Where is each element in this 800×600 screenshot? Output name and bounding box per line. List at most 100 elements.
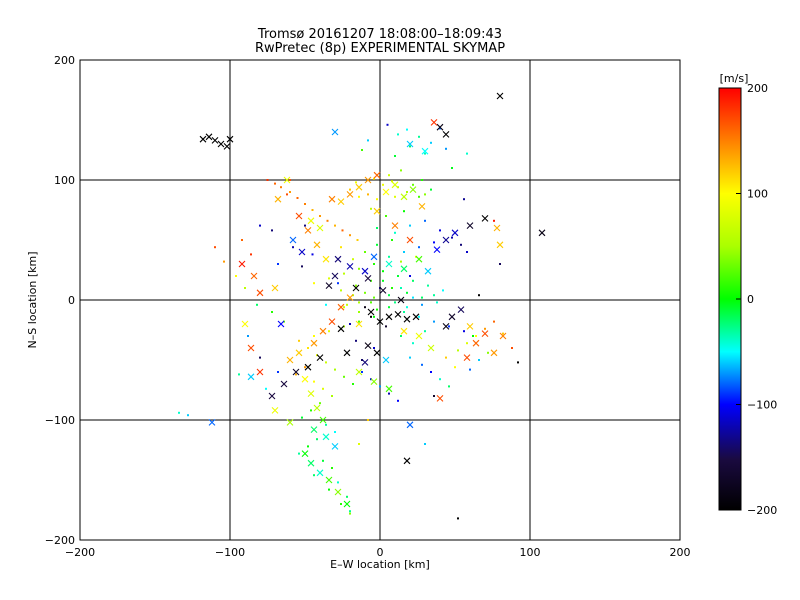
scatter-dot bbox=[424, 443, 426, 445]
scatter-dot bbox=[400, 260, 402, 263]
colorbar-label: [m/s] bbox=[720, 72, 749, 85]
scatter-dot bbox=[370, 301, 372, 304]
scatter-dot bbox=[316, 438, 318, 441]
scatter-dot bbox=[484, 327, 486, 330]
scatter-dot bbox=[400, 169, 402, 172]
scatter-cross bbox=[406, 140, 414, 148]
scatter-cross bbox=[301, 375, 309, 383]
scatter-cross bbox=[304, 227, 312, 234]
scatter-dot bbox=[391, 287, 393, 289]
scatter-cross bbox=[385, 385, 393, 393]
scatter-dot bbox=[376, 308, 378, 311]
scatter-cross bbox=[373, 349, 381, 357]
scatter-cross bbox=[364, 275, 372, 282]
scatter-dot bbox=[463, 198, 465, 201]
scatter-cross bbox=[370, 378, 378, 385]
scatter-dot bbox=[280, 186, 282, 189]
scatter-cross bbox=[406, 236, 414, 244]
scatter-dot bbox=[388, 392, 390, 395]
y-tick-labels: −200 −100 0 100 200 bbox=[45, 54, 75, 547]
scatter-dot bbox=[346, 495, 348, 498]
scatter-dot bbox=[364, 291, 366, 294]
scatter-dot bbox=[502, 332, 504, 335]
scatter-dot bbox=[418, 315, 420, 318]
scatter-cross bbox=[274, 195, 282, 203]
scatter-cross bbox=[343, 349, 351, 357]
scatter-cross bbox=[226, 135, 234, 143]
scatter-cross bbox=[424, 267, 432, 275]
scatter-dot bbox=[361, 149, 363, 151]
scatter-dot bbox=[445, 356, 447, 359]
scatter-cross bbox=[442, 236, 450, 244]
scatter-dot bbox=[400, 287, 402, 289]
scatter-cross bbox=[364, 342, 372, 349]
scatter-dot bbox=[271, 229, 273, 232]
scatter-dot bbox=[418, 195, 420, 198]
scatter-cross bbox=[331, 443, 339, 450]
scatter-dot bbox=[331, 395, 333, 397]
data-points bbox=[178, 92, 546, 520]
scatter-dot bbox=[412, 342, 414, 345]
scatter-dot bbox=[310, 409, 312, 412]
scatter-cross bbox=[223, 143, 231, 150]
scatter-cross bbox=[346, 294, 354, 301]
scatter-cross bbox=[319, 327, 327, 335]
y-axis-label: N–S location [km] bbox=[26, 251, 39, 348]
scatter-dot bbox=[325, 361, 327, 364]
scatter-dot bbox=[421, 303, 423, 306]
scatter-dot bbox=[326, 219, 329, 222]
scatter-cross bbox=[433, 246, 441, 253]
scatter-cross bbox=[334, 255, 342, 263]
scatter-dot bbox=[343, 375, 345, 378]
scatter-dot bbox=[439, 229, 441, 232]
scatter-dot bbox=[463, 330, 465, 333]
scatter-dot bbox=[346, 303, 348, 306]
scatter-dot bbox=[385, 215, 387, 217]
scatter-dot bbox=[424, 330, 426, 333]
scatter-dot bbox=[412, 296, 414, 299]
scatter-dot bbox=[178, 411, 180, 414]
scatter-dot bbox=[424, 219, 426, 222]
scatter-dot bbox=[358, 443, 360, 445]
scatter-dot bbox=[382, 279, 384, 282]
scatter-cross bbox=[490, 349, 498, 357]
scatter-dot bbox=[454, 366, 456, 369]
scatter-dot bbox=[388, 294, 390, 297]
scatter-dot bbox=[406, 128, 408, 131]
y-tick-label: 200 bbox=[54, 54, 75, 67]
scatter-dot bbox=[311, 253, 314, 256]
scatter-cross bbox=[412, 313, 420, 321]
scatter-cross bbox=[331, 128, 339, 136]
scatter-cross bbox=[208, 419, 216, 426]
scatter-dot bbox=[259, 356, 261, 359]
colorbar-tick-label: −200 bbox=[747, 504, 777, 517]
scatter-cross bbox=[355, 183, 363, 191]
scatter-dot bbox=[430, 188, 432, 191]
scatter-dot bbox=[358, 267, 360, 270]
scatter-dot bbox=[295, 373, 297, 376]
scatter-cross bbox=[256, 368, 264, 376]
scatter-cross bbox=[382, 356, 390, 364]
scatter-dot bbox=[457, 349, 459, 352]
scatter-cross bbox=[271, 407, 279, 414]
scatter-cross bbox=[481, 330, 489, 337]
scatter-cross bbox=[466, 222, 474, 229]
x-tick-labels: −200 −100 0 100 200 bbox=[65, 546, 691, 559]
scatter-cross bbox=[496, 241, 504, 249]
scatter-cross bbox=[403, 315, 411, 323]
scatter-dot bbox=[373, 347, 375, 349]
scatter-dot bbox=[373, 315, 375, 318]
scatter-dot bbox=[355, 339, 357, 342]
scatter-cross bbox=[205, 133, 213, 141]
scatter-cross bbox=[241, 320, 249, 328]
scatter-dot bbox=[472, 335, 474, 337]
scatter-cross bbox=[373, 207, 381, 215]
scatter-dot bbox=[400, 335, 402, 337]
scatter-dot bbox=[340, 503, 342, 505]
y-tick-label: 100 bbox=[54, 174, 75, 187]
scatter-dot bbox=[376, 198, 378, 201]
scatter-dot bbox=[358, 311, 360, 313]
chart-subtitle: RwPretec (8p) EXPERIMENTAL SKYMAP bbox=[255, 41, 505, 56]
scatter-dot bbox=[259, 224, 261, 227]
scatter-dot bbox=[493, 320, 495, 323]
